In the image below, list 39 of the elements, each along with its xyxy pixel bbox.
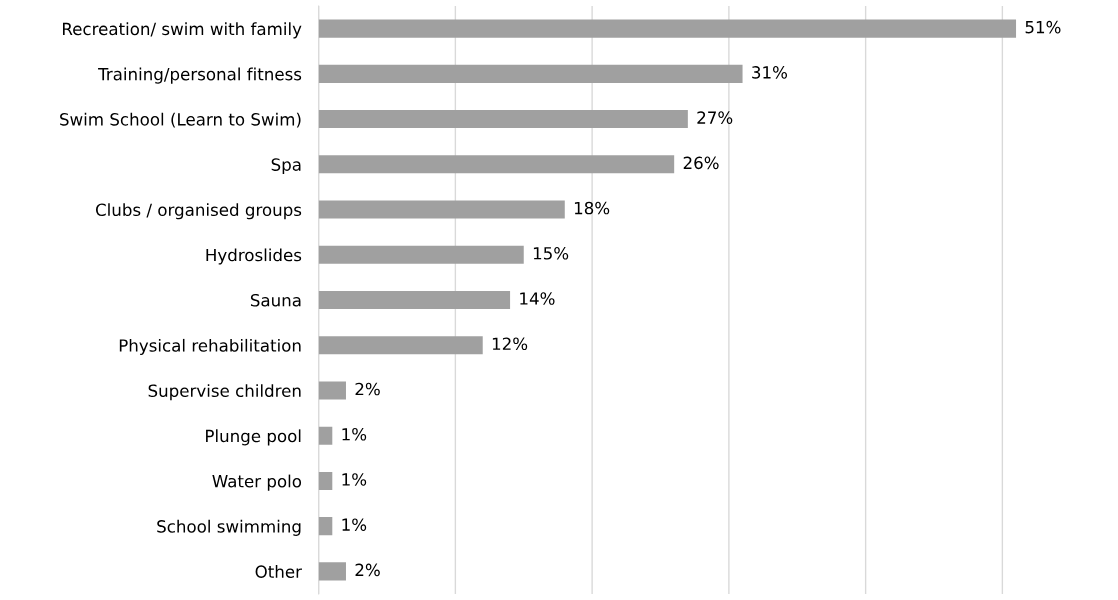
y-tick-label: Training/personal fitness xyxy=(98,67,302,84)
bar xyxy=(318,562,346,581)
bar xyxy=(318,110,688,129)
bar xyxy=(318,19,1017,38)
data-label: 18% xyxy=(574,201,610,215)
data-label: 31% xyxy=(752,66,788,79)
y-tick-label: Recreation/ swim with family xyxy=(63,22,302,39)
bar xyxy=(318,200,565,219)
y-tick-label: Swim School (Learn to Swim) xyxy=(60,112,301,128)
data-label: 1% xyxy=(342,518,367,531)
data-label: 1% xyxy=(342,473,367,486)
bar xyxy=(318,381,346,400)
bar xyxy=(318,245,524,264)
y-tick-label: School swimming xyxy=(157,519,301,536)
y-tick-label: Clubs / organised groups xyxy=(95,203,302,220)
y-tick-label: Sauna xyxy=(250,293,301,307)
bar xyxy=(318,426,333,445)
bar xyxy=(318,64,743,83)
data-label: 26% xyxy=(683,156,719,170)
y-tick-label: Hydroslides xyxy=(206,248,302,265)
y-tick-label: Plunge pool xyxy=(206,429,301,446)
data-label: 15% xyxy=(533,247,569,260)
data-label: 51% xyxy=(1025,20,1061,34)
data-label: 2% xyxy=(355,382,380,396)
y-tick-label: Other xyxy=(255,565,302,578)
y-tick-label: Supervise children xyxy=(148,384,301,401)
bar xyxy=(318,471,333,490)
bar xyxy=(318,290,511,310)
y-tick-label: Spa xyxy=(271,158,301,175)
data-label: 2% xyxy=(355,563,380,577)
y-tick-label: Water polo xyxy=(212,474,302,491)
bar xyxy=(318,336,483,355)
data-label: 27% xyxy=(697,111,733,124)
data-label: 12% xyxy=(492,337,528,351)
data-label: 14% xyxy=(520,292,555,305)
data-label: 1% xyxy=(342,427,367,441)
y-tick-label: Physical rehabilitation xyxy=(119,338,301,356)
bar xyxy=(318,517,333,536)
bar xyxy=(318,155,675,174)
